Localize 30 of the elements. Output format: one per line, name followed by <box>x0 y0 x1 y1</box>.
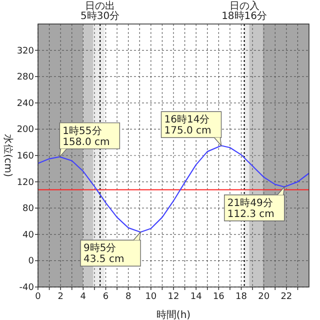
x-tick-label: 6 <box>102 292 109 302</box>
x-tick-label: 18 <box>236 292 248 302</box>
y-tick-label: 160 <box>16 152 34 162</box>
annotation: 21時49分 112.3 cm <box>227 196 274 220</box>
y-axis-title: 水位(cm) <box>2 134 14 178</box>
y-tick-label: 0 <box>28 256 34 267</box>
x-tick-label: 12 <box>168 292 180 302</box>
x-tick-label: 16 <box>212 292 225 302</box>
ref-line-label: 日の入 18時16分 <box>222 0 268 22</box>
annotation: 16時14分 175.0 cm <box>164 114 212 137</box>
annotation: 9時5分 43.5 cm <box>84 242 124 266</box>
y-tick-label: 40 <box>22 230 34 240</box>
y-tick-label: 280 <box>16 72 34 83</box>
annotation: 1時55分 158.0 cm <box>62 124 110 148</box>
x-tick-label: 4 <box>80 292 86 302</box>
y-tick-label: 240 <box>16 98 34 109</box>
x-tick-label: 0 <box>35 292 42 302</box>
x-tick-label: 10 <box>145 292 157 302</box>
x-axis-title: 時間(h) <box>156 309 191 320</box>
ref-line-label: 日の出 5時30分 <box>80 0 120 22</box>
x-tick-label: 2 <box>58 292 64 302</box>
x-tick-label: 14 <box>190 292 202 302</box>
y-tick-label: 200 <box>16 125 34 136</box>
y-tick-label: 120 <box>16 178 34 188</box>
x-tick-label: 8 <box>125 292 132 302</box>
x-tick-label: 22 <box>280 292 292 302</box>
y-tick-label: -40 <box>19 283 34 293</box>
x-tick-label: 20 <box>258 292 270 302</box>
y-tick-label: 80 <box>22 204 34 214</box>
y-tick-label: 320 <box>16 46 34 56</box>
